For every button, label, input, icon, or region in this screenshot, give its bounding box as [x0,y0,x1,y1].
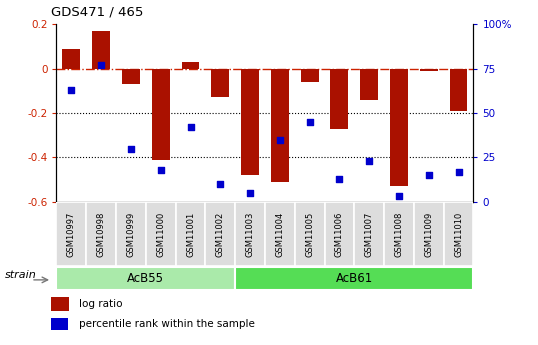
Point [335,176,344,181]
Text: GSM11006: GSM11006 [335,211,344,257]
Bar [92,31,110,69]
Bar [384,202,414,266]
Bar [152,69,169,160]
Bar [51,318,68,330]
Point [306,119,314,125]
Text: AcB55: AcB55 [128,272,164,285]
Text: GSM11000: GSM11000 [156,211,165,257]
Point [157,167,165,172]
Text: GSM11002: GSM11002 [216,211,225,257]
Bar [271,69,289,182]
Bar [390,69,408,186]
Text: GSM11009: GSM11009 [424,211,433,257]
Text: GSM11001: GSM11001 [186,211,195,257]
Bar [56,267,235,290]
Bar [265,202,295,266]
Bar [450,69,468,111]
Point [395,194,404,199]
Bar [206,202,235,266]
Text: GDS471 / 465: GDS471 / 465 [51,6,144,19]
Bar [444,202,473,266]
Bar [235,202,265,266]
Bar [355,202,384,266]
Bar [122,69,140,84]
Text: percentile rank within the sample: percentile rank within the sample [79,319,254,329]
Text: GSM11008: GSM11008 [394,211,404,257]
Point [186,125,195,130]
Point [365,158,373,164]
Bar [241,69,259,175]
Point [126,146,135,151]
Text: log ratio: log ratio [79,299,122,309]
Bar [51,297,69,311]
Text: GSM11007: GSM11007 [365,211,374,257]
Bar [146,202,175,266]
Text: GSM10998: GSM10998 [97,211,105,257]
Bar [235,267,473,290]
Text: GSM11010: GSM11010 [454,211,463,257]
Bar [295,202,324,266]
Text: GSM11003: GSM11003 [245,211,254,257]
Point [424,172,433,178]
Point [97,62,105,68]
Point [275,137,284,142]
Bar [62,49,80,69]
Text: GSM11004: GSM11004 [275,211,285,257]
Bar [324,202,355,266]
Point [246,190,254,196]
Bar [211,69,229,97]
Bar [181,62,200,69]
Bar [86,202,116,266]
Bar [360,69,378,100]
Point [67,87,76,93]
Text: strain: strain [4,270,36,280]
Text: AcB61: AcB61 [336,272,373,285]
Text: GSM11005: GSM11005 [305,211,314,257]
Bar [301,69,318,82]
Point [454,169,463,174]
Bar [420,69,438,71]
Bar [56,202,86,266]
Text: GSM10999: GSM10999 [126,211,136,257]
Text: GSM10997: GSM10997 [67,211,76,257]
Bar [116,202,146,266]
Point [216,181,224,187]
Bar [414,202,444,266]
Bar [175,202,206,266]
Bar [330,69,348,129]
